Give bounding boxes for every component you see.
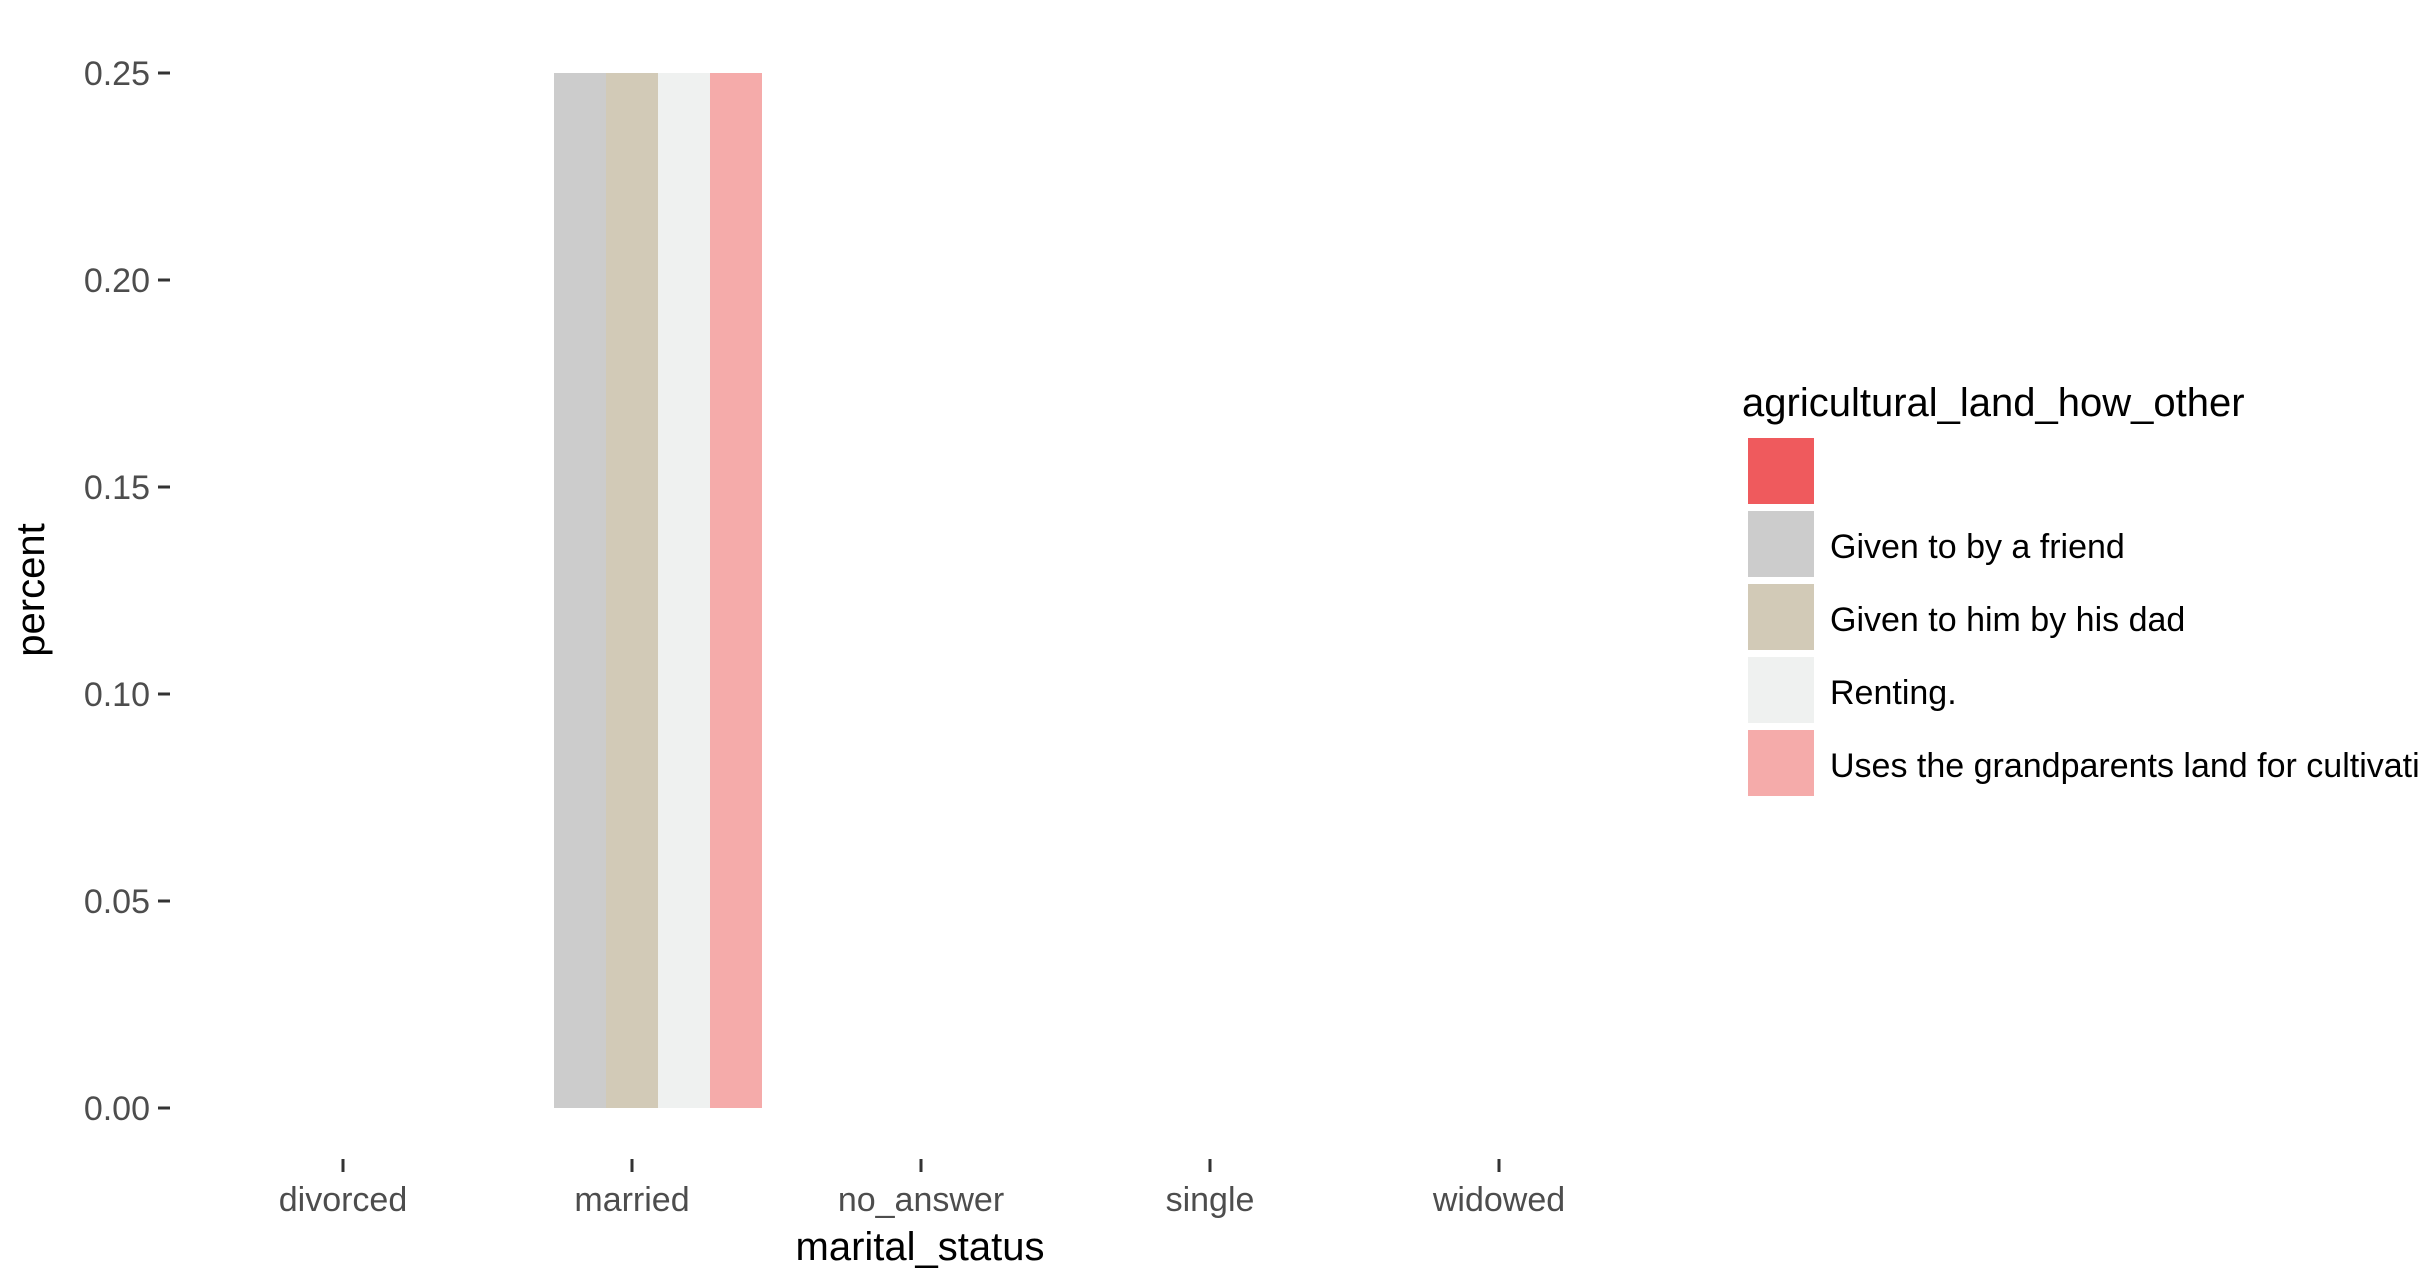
legend-key xyxy=(1748,730,1814,796)
legend-label: Given to by a friend xyxy=(1830,528,2125,566)
bar-married-3 xyxy=(658,73,710,1108)
y-tick-label: 0.20 xyxy=(84,262,150,300)
legend-key xyxy=(1748,438,1814,504)
legend-label: Given to him by his dad xyxy=(1830,601,2185,639)
legend-title: agricultural_land_how_other xyxy=(1742,381,2245,425)
legend-key xyxy=(1748,584,1814,650)
bar-married-1 xyxy=(554,73,606,1108)
bar-married-4 xyxy=(710,73,762,1108)
legend-label: Uses the grandparents land for cultivati… xyxy=(1830,747,2418,785)
x-tick-label: single xyxy=(1166,1181,1255,1219)
y-axis-title: percent xyxy=(9,523,53,656)
y-tick-label: 0.25 xyxy=(84,55,150,93)
x-tick-label: divorced xyxy=(279,1181,408,1219)
x-axis: divorced married no_answer single widowed xyxy=(279,1159,1565,1219)
x-tick-label: widowed xyxy=(1432,1181,1565,1219)
y-tick-label: 0.10 xyxy=(84,676,150,714)
legend: agricultural_land_how_other Given to by … xyxy=(1742,381,2418,796)
plot-area xyxy=(554,73,762,1108)
x-tick-label: married xyxy=(574,1181,689,1219)
x-tick-label: no_answer xyxy=(838,1181,1004,1219)
legend-key xyxy=(1748,511,1814,577)
y-axis: 0.00 0.05 0.10 0.15 0.20 0.25 xyxy=(84,55,170,1128)
legend-label: Renting. xyxy=(1830,674,1957,712)
x-axis-title: marital_status xyxy=(796,1225,1045,1269)
legend-key xyxy=(1748,657,1814,723)
bar-married-2 xyxy=(606,73,658,1108)
y-tick-label: 0.05 xyxy=(84,883,150,921)
y-tick-label: 0.00 xyxy=(84,1090,150,1128)
legend-items: Given to by a friend Given to him by his … xyxy=(1748,438,2418,796)
y-tick-label: 0.15 xyxy=(84,469,150,507)
